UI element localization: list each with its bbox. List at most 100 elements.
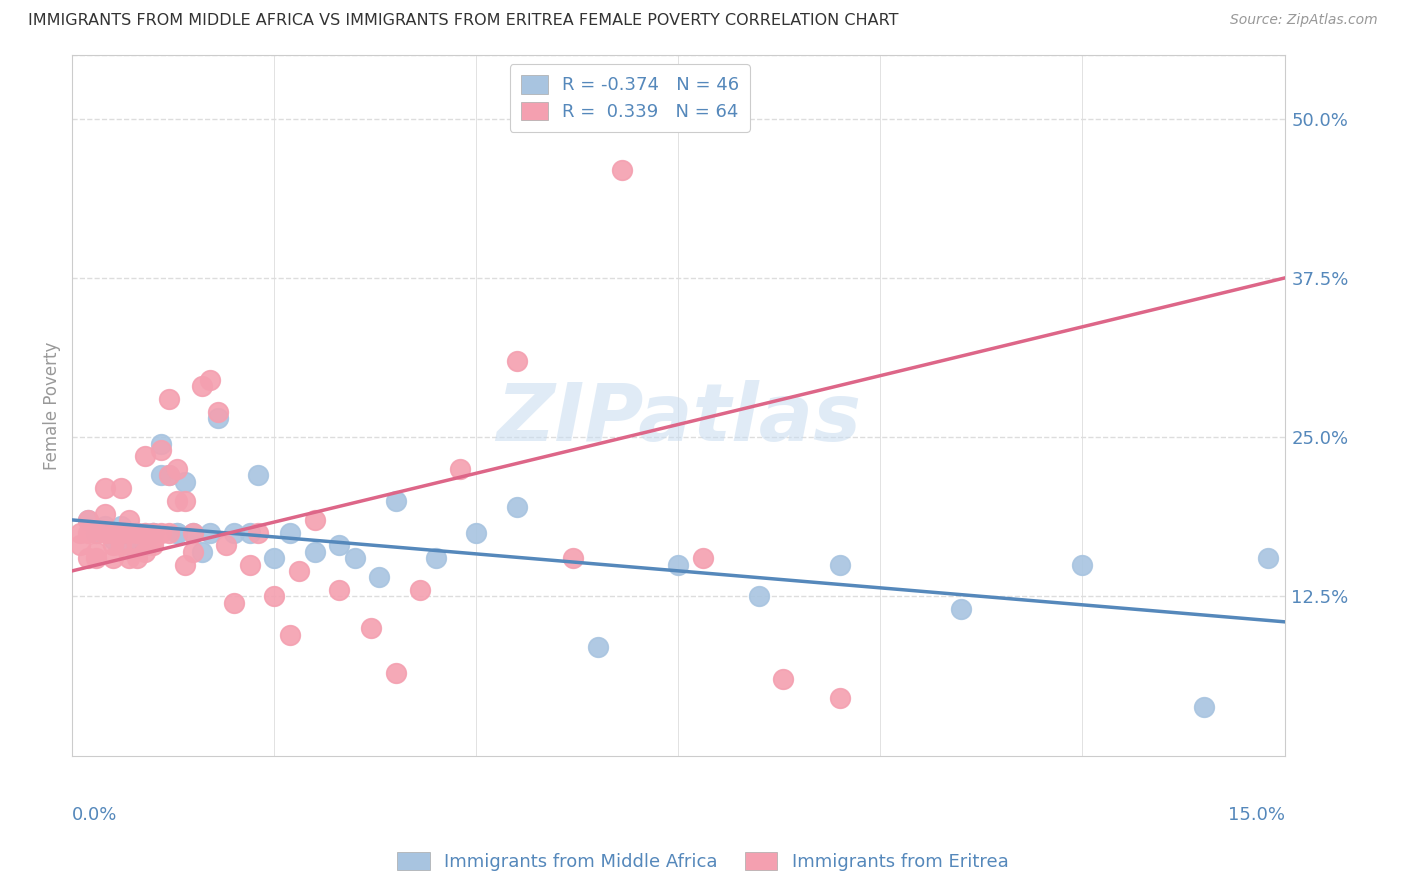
Point — [328, 582, 350, 597]
Point — [166, 462, 188, 476]
Point — [263, 551, 285, 566]
Point — [166, 525, 188, 540]
Point — [110, 525, 132, 540]
Point — [586, 640, 609, 655]
Point — [465, 525, 488, 540]
Point — [93, 525, 115, 540]
Point — [247, 525, 270, 540]
Legend: R = -0.374   N = 46, R =  0.339   N = 64: R = -0.374 N = 46, R = 0.339 N = 64 — [510, 64, 749, 132]
Point — [198, 373, 221, 387]
Point — [142, 525, 165, 540]
Point — [118, 525, 141, 540]
Point — [328, 538, 350, 552]
Point — [263, 590, 285, 604]
Point — [86, 551, 108, 566]
Point — [344, 551, 367, 566]
Point — [86, 545, 108, 559]
Point — [360, 621, 382, 635]
Point — [101, 538, 124, 552]
Point — [239, 558, 262, 572]
Point — [142, 525, 165, 540]
Point — [280, 525, 302, 540]
Point — [101, 532, 124, 546]
Point — [692, 551, 714, 566]
Point — [86, 525, 108, 540]
Point — [150, 468, 173, 483]
Point — [93, 507, 115, 521]
Point — [183, 525, 205, 540]
Point — [134, 450, 156, 464]
Point — [190, 545, 212, 559]
Point — [190, 379, 212, 393]
Point — [562, 551, 585, 566]
Point — [134, 545, 156, 559]
Point — [183, 545, 205, 559]
Point — [666, 558, 689, 572]
Point — [772, 672, 794, 686]
Point — [150, 442, 173, 457]
Point — [125, 551, 148, 566]
Y-axis label: Female Poverty: Female Poverty — [44, 341, 60, 469]
Point — [449, 462, 471, 476]
Point — [110, 525, 132, 540]
Point — [142, 538, 165, 552]
Point — [166, 493, 188, 508]
Text: 15.0%: 15.0% — [1227, 806, 1285, 824]
Point — [368, 570, 391, 584]
Point — [174, 493, 197, 508]
Point — [77, 525, 100, 540]
Point — [506, 353, 529, 368]
Point — [1257, 551, 1279, 566]
Point — [110, 481, 132, 495]
Point — [86, 525, 108, 540]
Point — [215, 538, 238, 552]
Point — [93, 481, 115, 495]
Point — [183, 525, 205, 540]
Point — [828, 691, 851, 706]
Point — [239, 525, 262, 540]
Point — [174, 475, 197, 489]
Point — [125, 525, 148, 540]
Point — [150, 436, 173, 450]
Point — [950, 602, 973, 616]
Point — [69, 538, 91, 552]
Point — [384, 493, 406, 508]
Point — [118, 525, 141, 540]
Point — [134, 525, 156, 540]
Point — [828, 558, 851, 572]
Point — [157, 392, 180, 406]
Point — [610, 162, 633, 177]
Legend: Immigrants from Middle Africa, Immigrants from Eritrea: Immigrants from Middle Africa, Immigrant… — [391, 845, 1015, 879]
Point — [69, 525, 91, 540]
Point — [506, 500, 529, 515]
Text: 0.0%: 0.0% — [72, 806, 118, 824]
Point — [222, 596, 245, 610]
Text: IMMIGRANTS FROM MIDDLE AFRICA VS IMMIGRANTS FROM ERITREA FEMALE POVERTY CORRELAT: IMMIGRANTS FROM MIDDLE AFRICA VS IMMIGRA… — [28, 13, 898, 29]
Point — [101, 525, 124, 540]
Point — [110, 519, 132, 533]
Point — [280, 627, 302, 641]
Point — [150, 525, 173, 540]
Point — [125, 532, 148, 546]
Text: Source: ZipAtlas.com: Source: ZipAtlas.com — [1230, 13, 1378, 28]
Text: ZIPatlas: ZIPatlas — [496, 380, 860, 458]
Point — [125, 525, 148, 540]
Point — [425, 551, 447, 566]
Point — [304, 545, 326, 559]
Point — [118, 551, 141, 566]
Point — [157, 525, 180, 540]
Point — [247, 468, 270, 483]
Point — [207, 411, 229, 425]
Point — [118, 538, 141, 552]
Point — [409, 582, 432, 597]
Point — [198, 525, 221, 540]
Point — [110, 525, 132, 540]
Point — [134, 538, 156, 552]
Point — [101, 525, 124, 540]
Point — [77, 551, 100, 566]
Point — [287, 564, 309, 578]
Point — [166, 525, 188, 540]
Point — [77, 513, 100, 527]
Point — [157, 468, 180, 483]
Point — [77, 513, 100, 527]
